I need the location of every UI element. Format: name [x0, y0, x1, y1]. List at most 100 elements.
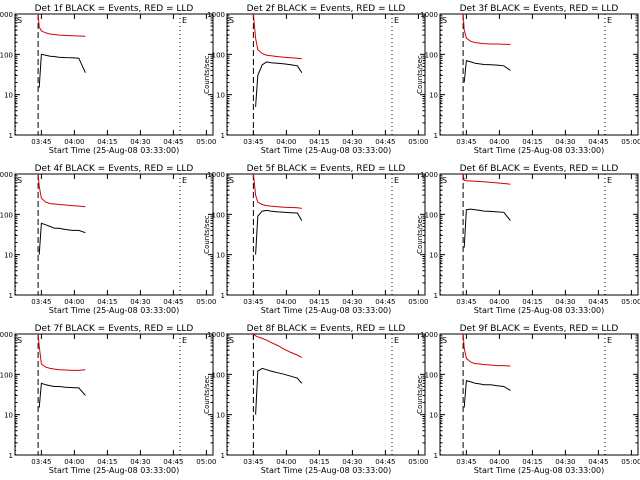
x-tick-label: 04:00 — [489, 138, 509, 146]
x-tick-label: 04:45 — [163, 298, 183, 306]
detector-panel: Det 4f BLACK = Events, RED = LLD 1 10 100 10… — [0, 164, 216, 315]
y-tick-label: 100 — [425, 371, 438, 379]
panel-title: Det 1f BLACK = Events, RED = LLD — [35, 4, 194, 14]
x-tick-label: 04:00 — [64, 458, 84, 466]
detector-panel: Det 9f BLACK = Events, RED = LLD 1 10 100 10… — [416, 324, 640, 475]
x-tick-label: 04:15 — [309, 458, 329, 466]
series-line-red — [462, 333, 511, 367]
x-tick-label: 03:45 — [243, 458, 263, 466]
end-marker-label: E — [394, 16, 399, 25]
y-tick-label: 1000 — [207, 331, 225, 339]
y-tick-label: 10 — [4, 252, 13, 260]
y-tick-label: 1000 — [420, 331, 438, 339]
y-axis-label: Counts/sec — [203, 215, 211, 254]
y-tick-label: 100 — [425, 51, 438, 59]
y-tick-label: 100 — [212, 51, 225, 59]
x-tick-label: 05:00 — [621, 458, 640, 466]
start-marker-label: S — [229, 336, 234, 345]
detector-panel: Det 5f BLACK = Events, RED = LLD 1 10 100 10… — [203, 164, 428, 315]
x-tick-label: 04:30 — [342, 298, 362, 306]
y-axis-label: Counts/sec — [416, 375, 424, 414]
x-tick-label: 04:00 — [64, 298, 84, 306]
y-tick-label: 10 — [4, 412, 13, 420]
x-tick-label: 04:30 — [130, 138, 150, 146]
x-tick-label: 04:15 — [97, 298, 117, 306]
x-tick-label: 04:30 — [555, 458, 575, 466]
x-axis-label: Start Time (25-Aug-08 03:33:00) — [474, 466, 605, 475]
x-tick-label: 04:30 — [555, 298, 575, 306]
start-marker-label: S — [442, 336, 447, 345]
x-tick-label: 04:45 — [375, 458, 395, 466]
x-tick-label: 04:15 — [522, 138, 542, 146]
x-tick-label: 04:00 — [64, 138, 84, 146]
panel-title: Det 7f BLACK = Events, RED = LLD — [35, 324, 194, 334]
start-marker-label: S — [442, 176, 447, 185]
series-line-black — [38, 382, 86, 408]
series-line-black — [255, 209, 303, 255]
y-tick-label: 100 — [0, 211, 13, 219]
x-tick-label: 04:45 — [375, 298, 395, 306]
series-line-black — [255, 61, 303, 107]
x-tick-label: 04:15 — [309, 138, 329, 146]
x-tick-label: 03:45 — [243, 138, 263, 146]
plot-frame — [226, 13, 426, 136]
plot-frame — [439, 173, 639, 296]
end-marker-label: E — [394, 336, 399, 345]
y-tick-label: 1000 — [0, 11, 13, 19]
y-tick-label: 1000 — [0, 171, 13, 179]
start-marker-label: S — [17, 16, 22, 25]
x-tick-label: 04:15 — [309, 298, 329, 306]
x-tick-label: 05:00 — [408, 298, 428, 306]
x-tick-label: 04:15 — [522, 458, 542, 466]
x-tick-label: 03:45 — [456, 458, 476, 466]
x-tick-label: 03:45 — [31, 458, 51, 466]
y-tick-label: 1000 — [207, 11, 225, 19]
series-line-red — [253, 333, 303, 359]
series-line-red — [462, 13, 511, 45]
x-tick-label: 05:00 — [196, 298, 216, 306]
x-tick-label: 04:30 — [555, 138, 575, 146]
x-tick-label: 04:00 — [276, 458, 296, 466]
x-tick-label: 04:45 — [588, 458, 608, 466]
x-tick-label: 04:15 — [97, 458, 117, 466]
y-tick-label: 1 — [9, 452, 13, 460]
y-tick-label: 1 — [221, 132, 225, 140]
series-line-red — [37, 13, 86, 37]
series-line-black — [463, 208, 511, 248]
panel-title: Det 9f BLACK = Events, RED = LLD — [460, 324, 619, 334]
x-tick-label: 04:30 — [130, 298, 150, 306]
x-tick-label: 04:45 — [588, 138, 608, 146]
plot-frame — [439, 333, 639, 456]
x-tick-label: 04:00 — [276, 298, 296, 306]
y-tick-label: 10 — [429, 92, 438, 100]
x-tick-label: 04:30 — [342, 458, 362, 466]
series-line-red — [37, 333, 86, 371]
start-marker-label: S — [229, 176, 234, 185]
y-tick-label: 1 — [9, 292, 13, 300]
start-marker-label: S — [17, 176, 22, 185]
x-tick-label: 03:45 — [31, 138, 51, 146]
x-axis-label: Start Time (25-Aug-08 03:33:00) — [49, 466, 180, 475]
detector-panel: Det 6f BLACK = Events, RED = LLD 1 10 100 10… — [416, 164, 640, 315]
y-tick-label: 1 — [434, 452, 438, 460]
x-axis-label: Start Time (25-Aug-08 03:33:00) — [261, 306, 392, 315]
y-tick-label: 1 — [434, 292, 438, 300]
y-tick-label: 1 — [221, 292, 225, 300]
series-line-red — [37, 173, 86, 208]
y-axis-label: Counts/sec — [416, 55, 424, 94]
y-tick-label: 10 — [429, 252, 438, 260]
x-tick-label: 05:00 — [196, 458, 216, 466]
series-line-red — [252, 13, 302, 60]
y-tick-label: 10 — [216, 252, 225, 260]
x-tick-label: 04:45 — [375, 138, 395, 146]
plot-frame — [14, 333, 214, 456]
plot-frame — [14, 173, 214, 296]
panel-title: Det 8f BLACK = Events, RED = LLD — [247, 324, 406, 334]
y-tick-label: 1 — [9, 132, 13, 140]
x-tick-label: 04:30 — [342, 138, 362, 146]
panel-title: Det 4f BLACK = Events, RED = LLD — [35, 164, 194, 174]
detector-panel: Det 8f BLACK = Events, RED = LLD 1 10 100 10… — [203, 324, 428, 475]
end-marker-label: E — [394, 176, 399, 185]
x-tick-label: 05:00 — [621, 138, 640, 146]
detector-panel: Det 3f BLACK = Events, RED = LLD 1 10 100 10… — [416, 4, 640, 155]
